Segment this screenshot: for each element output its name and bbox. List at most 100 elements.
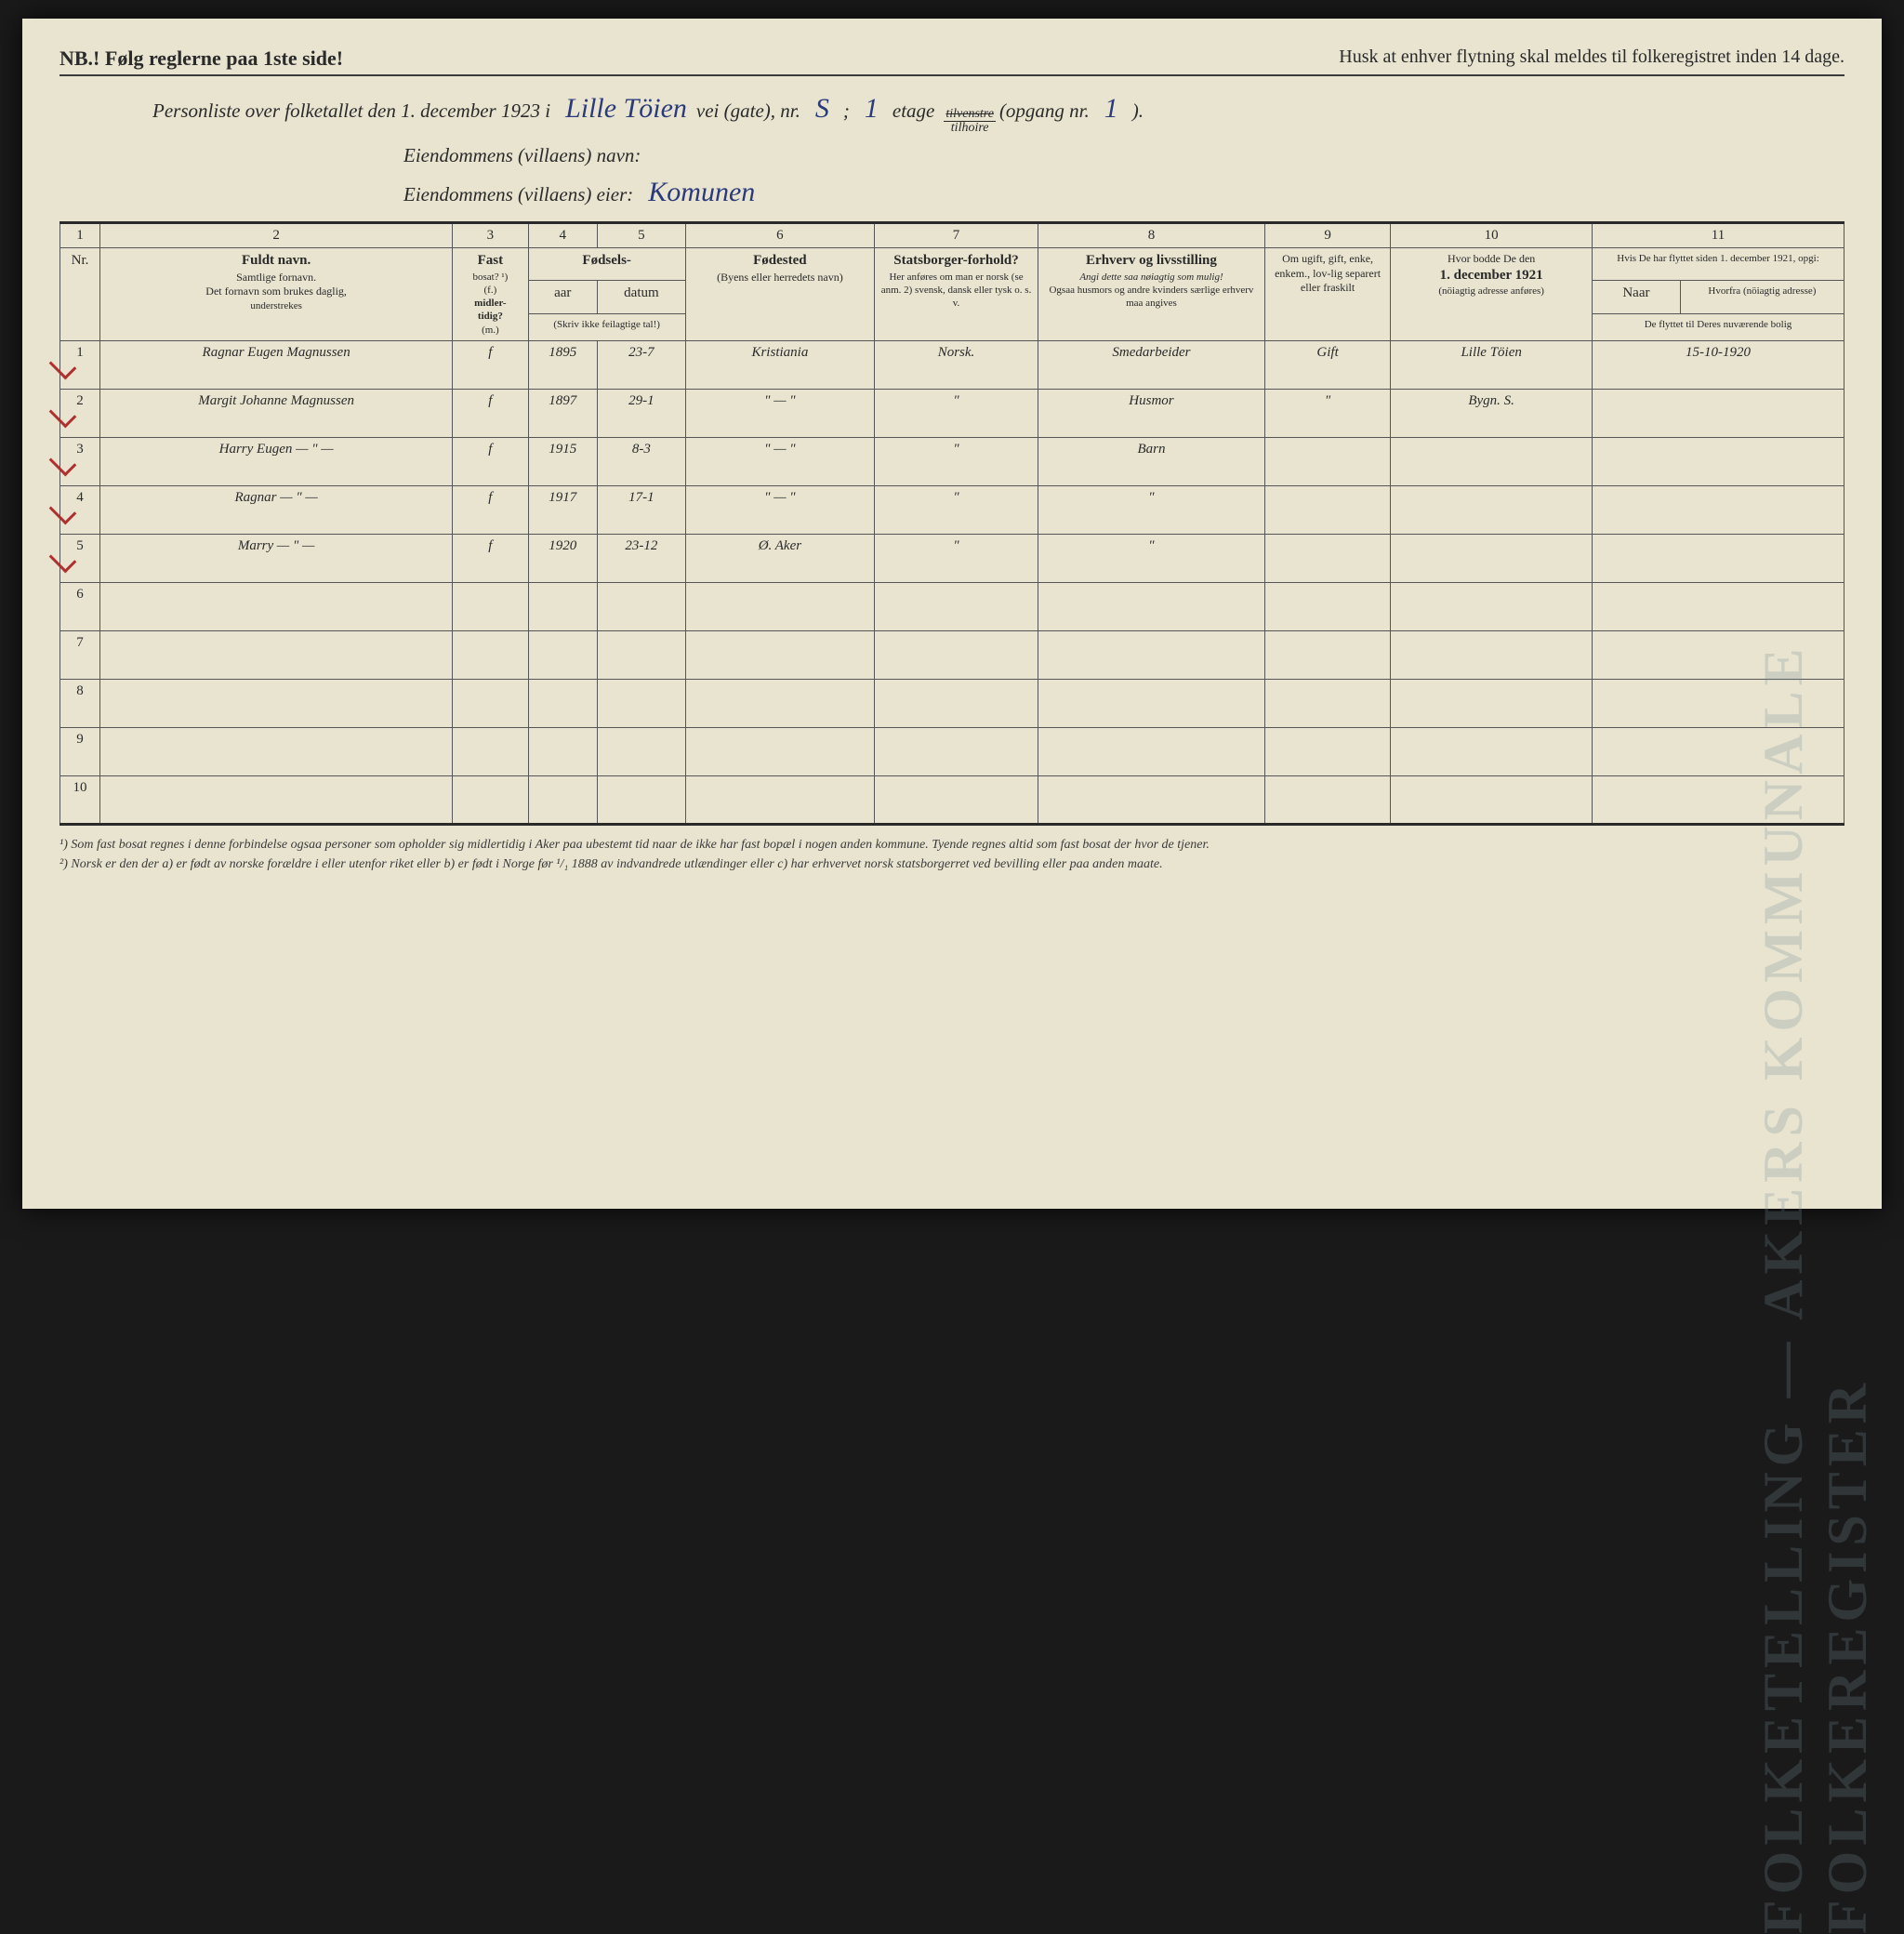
cell-datum: 8-3 [598, 437, 686, 485]
street-nr: S [806, 93, 843, 125]
cell-empty [1264, 582, 1390, 630]
header-line-2: Eiendommens (villaens) navn: [403, 144, 1844, 167]
hdr-hvorfra: Hvorfra (nöiagtig adresse) [1680, 281, 1844, 313]
hdr-stats-t: Statsborger-forhold? [893, 253, 1018, 268]
row-number: 3 [60, 437, 100, 485]
cell-datum: 17-1 [598, 485, 686, 534]
cell-empty [100, 582, 453, 630]
coln-1: 1 [60, 223, 100, 248]
cell-empty [1391, 582, 1593, 630]
cell-empty [598, 630, 686, 679]
cell-1921: Lille Töien [1391, 340, 1593, 389]
hdr-hvorfra-t: Hvorfra (nöiagtig adresse) [1686, 285, 1838, 298]
cell-name: Ragnar Eugen Magnussen [100, 340, 453, 389]
row-number: 4 [60, 485, 100, 534]
cell-empty [598, 727, 686, 775]
row-number: 10 [60, 775, 100, 824]
coln-3: 3 [453, 223, 528, 248]
hdr-name: Fuldt navn. Samtlige fornavn. Det fornav… [100, 248, 453, 341]
cell-empty [685, 630, 874, 679]
hdr-fast-s4: tidig? [458, 310, 522, 323]
table-row: 5Marry — " —f192023-12Ø. Aker"" [60, 534, 1844, 582]
table-row-empty: 10 [60, 775, 1844, 824]
cell-empty [685, 582, 874, 630]
cell-datum: 23-12 [598, 534, 686, 582]
cell-empty [100, 727, 453, 775]
hdr-1921: Hvor bodde De den 1. december 1921 (nöia… [1391, 248, 1593, 341]
cell-erhverv: Barn [1038, 437, 1265, 485]
census-form-page: FOLKETELLING — AKERS KOMMUNALE FOLKEREGI… [22, 19, 1882, 1209]
cell-erhverv: Husmor [1038, 389, 1265, 437]
cell-empty [1038, 582, 1265, 630]
footnote-2: ²) Norsk er den der a) er født av norske… [60, 854, 1844, 874]
header-pre: Personliste over folketallet den 1. dece… [152, 99, 550, 123]
cell-empty [1038, 630, 1265, 679]
footnotes: ¹) Som fast bosat regnes i denne forbind… [60, 835, 1844, 874]
cell-fast: f [453, 389, 528, 437]
cell-empty [685, 727, 874, 775]
table-row: 2Margit Johanne Magnussenf189729-1" — ""… [60, 389, 1844, 437]
row-number: 1 [60, 340, 100, 389]
cell-empty [100, 679, 453, 727]
row-number: 5 [60, 534, 100, 582]
villa-owner-value: Komunen [639, 177, 764, 208]
cell-empty [1593, 727, 1844, 775]
hdr-c11: Hvis De har flyttet siden 1. december 19… [1593, 248, 1844, 281]
cell-aar: 1917 [528, 485, 597, 534]
row-number: 7 [60, 630, 100, 679]
cell-1921: Bygn. S. [1391, 389, 1593, 437]
hdr-1921-t: Hvor bodde De den [1396, 252, 1586, 267]
cell-empty [100, 630, 453, 679]
row-number: 8 [60, 679, 100, 727]
header-mid3: etage [892, 99, 934, 123]
header-line-1: Personliste over folketallet den 1. dece… [152, 93, 1844, 135]
cell-gift: Gift [1264, 340, 1390, 389]
cell-empty [1391, 727, 1593, 775]
cell-fodested: " — " [685, 485, 874, 534]
villa-owner-label: Eiendommens (villaens) eier: [403, 183, 633, 206]
hdr-c11-s: De flyttet til Deres nuværende bolig [1593, 313, 1844, 340]
hdr-fod-s: (Skriv ikke feilagtige tal!) [528, 313, 685, 340]
coln-9: 9 [1264, 223, 1390, 248]
cell-1921 [1391, 534, 1593, 582]
coln-4: 4 [528, 223, 597, 248]
cell-empty [528, 727, 597, 775]
cell-datum: 23-7 [598, 340, 686, 389]
cell-empty [1038, 727, 1265, 775]
cell-gift [1264, 485, 1390, 534]
cell-datum: 29-1 [598, 389, 686, 437]
cell-empty [528, 679, 597, 727]
table-row: 3Harry Eugen — " —f19158-3" — ""Barn [60, 437, 1844, 485]
census-table: 1 2 3 4 5 6 7 8 9 10 11 Nr. Fuldt navn. … [60, 221, 1844, 826]
table-row-empty: 6 [60, 582, 1844, 630]
cell-empty [598, 582, 686, 630]
hdr-fsted: Fødested (Byens eller herredets navn) [685, 248, 874, 341]
table-row: 4Ragnar — " —f191717-1" — """ [60, 485, 1844, 534]
side-fraction: tilvenstre tilhoire [944, 108, 996, 135]
hdr-erh: Erhverv og livsstilling Angi dette saa n… [1038, 248, 1265, 341]
cell-empty [685, 679, 874, 727]
hdr-gift-t: Om ugift, gift, enke, enkem., lov-lig se… [1271, 252, 1384, 296]
cell-empty [1264, 630, 1390, 679]
coln-11: 11 [1593, 223, 1844, 248]
cell-empty [1264, 775, 1390, 824]
cell-fast: f [453, 437, 528, 485]
table-row-empty: 7 [60, 630, 1844, 679]
cell-aar: 1895 [528, 340, 597, 389]
cell-statsborger: " [874, 485, 1038, 534]
table-body: 1Ragnar Eugen Magnussenf189523-7Kristian… [60, 340, 1844, 824]
row-number: 2 [60, 389, 100, 437]
hdr-stats: Statsborger-forhold? Her anføres om man … [874, 248, 1038, 341]
table-head: 1 2 3 4 5 6 7 8 9 10 11 Nr. Fuldt navn. … [60, 223, 1844, 341]
cell-empty [453, 775, 528, 824]
header-close: ). [1132, 99, 1144, 123]
hdr-fsted-s: (Byens eller herredets navn) [692, 271, 868, 285]
cell-empty [1038, 679, 1265, 727]
cell-empty [1264, 727, 1390, 775]
top-bar: NB.! Følg reglerne paa 1ste side! Husk a… [60, 46, 1844, 76]
cell-moved [1593, 485, 1844, 534]
cell-moved: 15-10-1920 [1593, 340, 1844, 389]
coln-8: 8 [1038, 223, 1265, 248]
cell-empty [1593, 582, 1844, 630]
hdr-name-t: Fuldt navn. [242, 253, 311, 268]
